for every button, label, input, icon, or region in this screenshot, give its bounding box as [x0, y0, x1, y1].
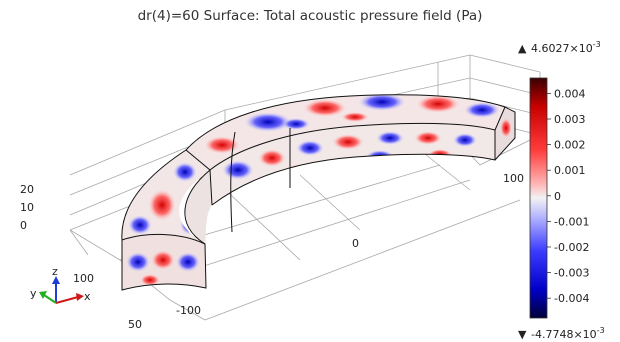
colorbar-max-label: 4.6027×10-3 — [531, 40, 601, 55]
triad-z-label: z — [52, 265, 58, 278]
z-tick-20: 20 — [20, 183, 34, 196]
triad-x-label: x — [84, 290, 91, 303]
y-tick-50: 50 — [128, 318, 142, 331]
x-tick-0: 0 — [352, 237, 359, 250]
surface-inner-pattern — [222, 131, 477, 180]
y-tick-100: 100 — [73, 272, 94, 285]
colorbar-tick-label: 0 — [554, 190, 561, 203]
colorbar-max-arrow: ▲ — [518, 42, 527, 55]
colorbar-tick-label: -0.004 — [554, 292, 589, 305]
colorbar-gradient — [529, 77, 548, 319]
x-tick-100: 100 — [503, 172, 524, 185]
y-axis-ticks: 100 50 -100 — [73, 272, 201, 331]
colorbar-tick-label: 0.001 — [554, 164, 586, 177]
surface-top-pattern — [204, 94, 500, 154]
colorbar-ticks: 0.004 0.003 0.002 0.001 0 -0.001 -0.002 -0.003 -… — [547, 87, 589, 305]
surface-outer-pattern — [128, 162, 200, 235]
colorbar-tick-label: -0.002 — [554, 241, 589, 254]
surface-body[interactable] — [121, 93, 516, 291]
colorbar-tick-label: 0.003 — [554, 113, 586, 126]
plot-title: dr(4)=60 Surface: Total acoustic pressur… — [137, 8, 483, 24]
y-tick-minus100: -100 — [176, 304, 201, 317]
colorbar-tick-label: -0.001 — [554, 215, 589, 228]
surface-left-end-pattern — [126, 250, 200, 286]
colorbar-tick-label: 0.004 — [554, 87, 586, 100]
triad-y-label: y — [30, 287, 37, 300]
colorbar-min-arrow: ▼ — [518, 328, 527, 341]
x-axis-ticks: 0 100 — [352, 172, 524, 250]
surface-near-wall — [184, 170, 212, 288]
colorbar-min-label: -4.7748×10-3 — [531, 326, 605, 341]
z-tick-10: 10 — [20, 201, 34, 214]
colorbar: 0.004 0.003 0.002 0.001 0 -0.001 -0.002 -0.003 -… — [518, 40, 605, 341]
colorbar-tick-label: 0.002 — [554, 139, 586, 152]
axis-triad: z y x — [30, 265, 91, 304]
colorbar-tick-label: -0.003 — [554, 267, 589, 280]
z-tick-0: 0 — [20, 219, 27, 232]
z-axis-ticks: 20 10 0 — [20, 183, 34, 232]
